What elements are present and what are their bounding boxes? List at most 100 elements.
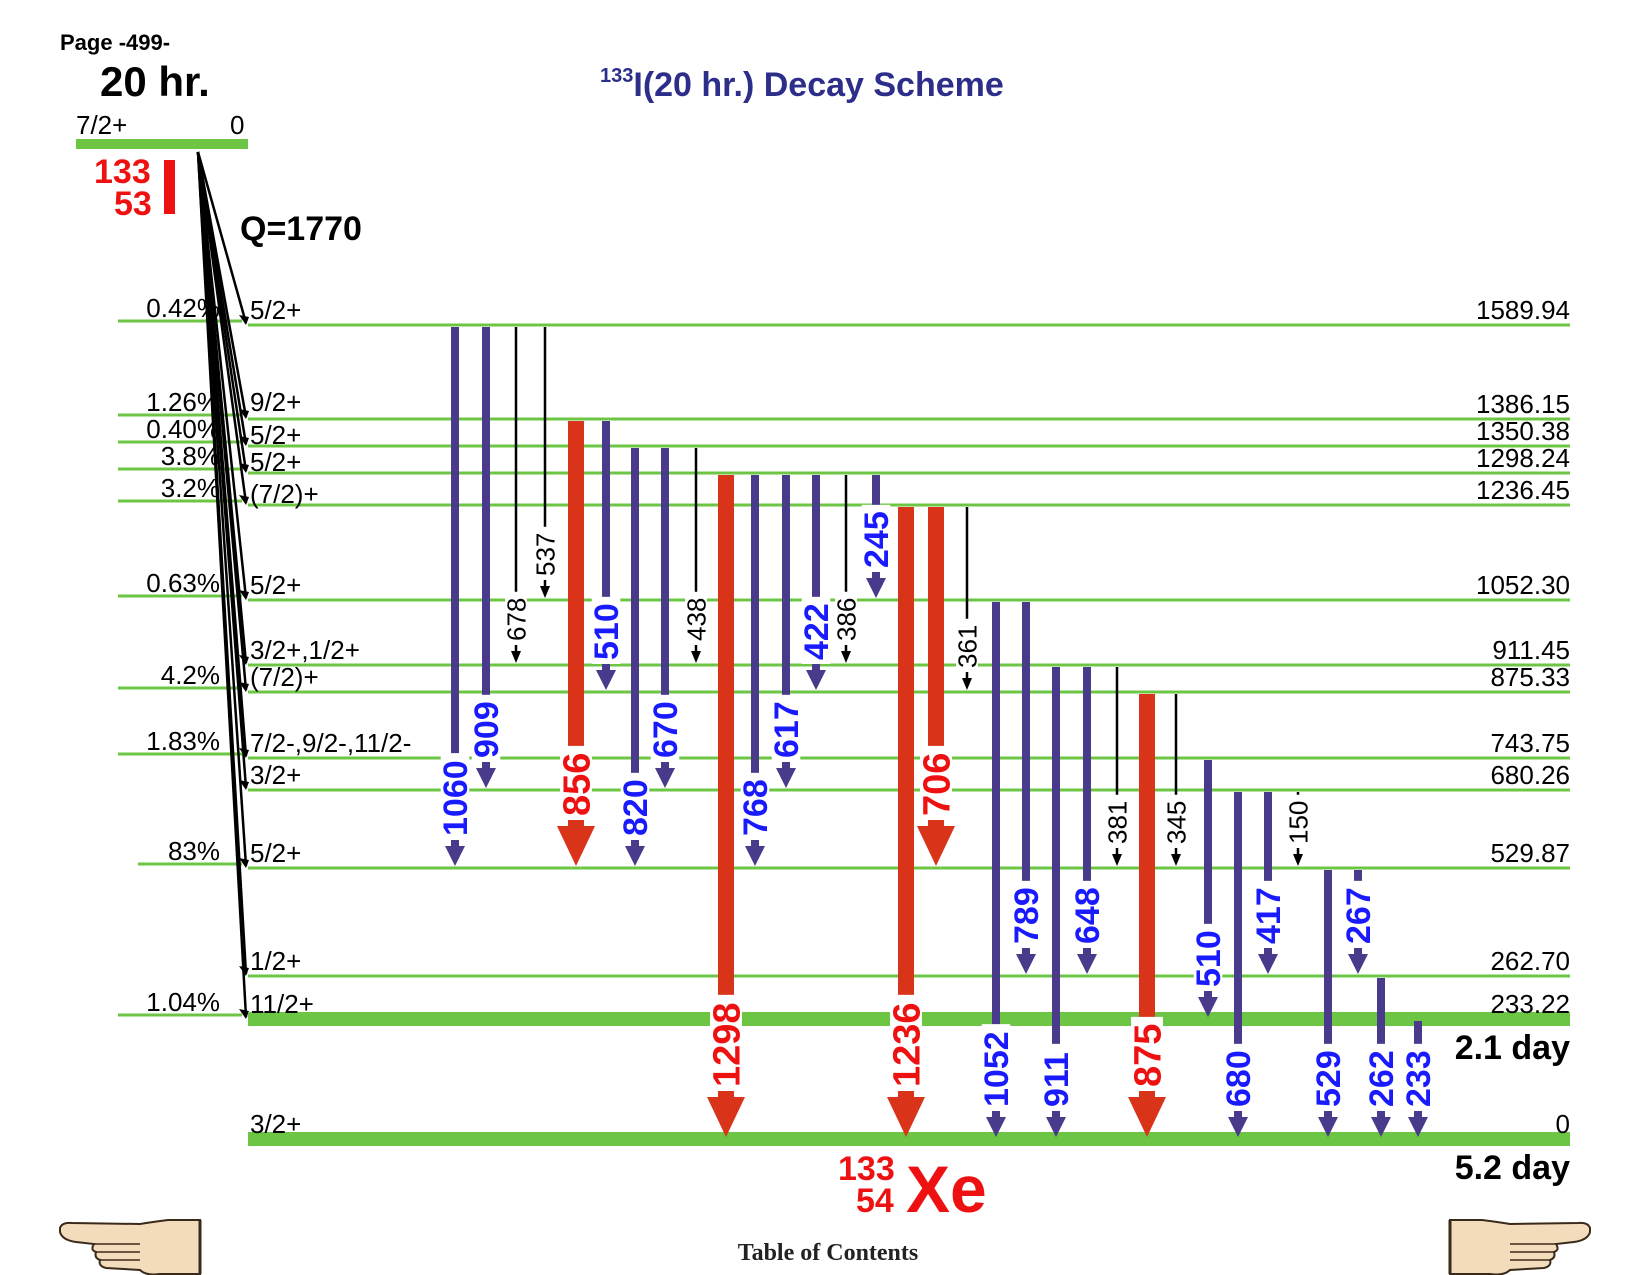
- gamma-transition: 789: [1008, 602, 1046, 974]
- gamma-transition: 820: [617, 448, 655, 866]
- level-halflife: 5.2 day: [1455, 1149, 1570, 1187]
- gamma-label-background: [440, 753, 470, 840]
- gamma-arrow-shaft: [482, 327, 490, 768]
- level-spin: 5/2+: [250, 447, 301, 477]
- level-energy: 1298.24: [1476, 443, 1570, 473]
- gamma-energy-label: 856: [557, 753, 599, 816]
- gamma-transition: 345: [1161, 694, 1191, 866]
- level-energy: 911.45: [1492, 635, 1570, 665]
- level-energy: 262.70: [1490, 946, 1570, 976]
- gamma-label-background: [1193, 923, 1223, 991]
- gamma-arrow-shaft: [782, 475, 790, 768]
- daughter-mass-number: 133: [838, 1150, 895, 1188]
- level-energy: 1350.38: [1476, 416, 1570, 446]
- gamma-arrowhead: [557, 826, 595, 866]
- level-spin: (7/2)+: [250, 479, 319, 509]
- gamma-arrow-shaft: [992, 602, 1000, 1117]
- gamma-energy-label: 670: [647, 701, 685, 758]
- gamma-energy-label: 510: [588, 603, 626, 660]
- gamma-transition: 510: [1190, 760, 1228, 1017]
- gamma-transition: 1060: [437, 327, 475, 866]
- gamma-energy-label: 510: [1190, 930, 1228, 987]
- gamma-arrowhead: [1371, 1117, 1391, 1137]
- gamma-energy-label: 617: [768, 701, 806, 758]
- parent-spin: 7/2+: [76, 110, 127, 140]
- beta-branch-line: [196, 151, 248, 1018]
- beta-branch-intensity: 3.2%: [161, 473, 220, 503]
- gamma-arrowhead: [1293, 854, 1303, 866]
- gamma-arrow-shaft: [1204, 760, 1212, 997]
- gamma-label-background: [1072, 880, 1102, 948]
- gamma-arrowhead: [841, 651, 851, 663]
- gamma-transition: 150: [1283, 792, 1313, 866]
- gamma-transition: 262: [1363, 978, 1401, 1137]
- gamma-arrow-shaft: [1083, 667, 1091, 954]
- beta-branch-intensity: 3.8%: [161, 441, 220, 471]
- level-spin: 3/2+: [250, 1109, 301, 1139]
- pointing-hand-right-icon[interactable]: [1448, 1219, 1591, 1275]
- gamma-energy-label: 680: [1220, 1050, 1258, 1107]
- gamma-label-background: [801, 596, 831, 664]
- gamma-transition: 233: [1400, 1021, 1438, 1137]
- pointing-hand-left-icon[interactable]: [59, 1219, 202, 1275]
- gamma-arrow-shaft: [718, 475, 734, 1097]
- parent-element-symbol: [164, 160, 175, 214]
- gamma-arrowhead: [1171, 854, 1181, 866]
- gamma-energy-label: 1060: [437, 760, 475, 836]
- beta-branch-arrowhead: [239, 590, 249, 600]
- level-spin: 5/2+: [250, 570, 301, 600]
- level-spin: 3/2+: [250, 760, 301, 790]
- table-of-contents-link[interactable]: Table of Contents: [738, 1240, 918, 1266]
- gamma-label-background: [1287, 794, 1309, 848]
- gamma-transition: 911: [1038, 667, 1076, 1137]
- gamma-arrowhead: [476, 768, 496, 788]
- gamma-arrowhead: [1318, 1117, 1338, 1137]
- level-spin: 3/2+,1/2+: [250, 635, 360, 665]
- gamma-arrow-shaft: [694, 448, 698, 651]
- gamma-label-background: [710, 994, 742, 1091]
- gamma-arrowhead: [806, 670, 826, 690]
- gamma-energy-label: 911: [1038, 1052, 1076, 1107]
- gamma-energy-label: 648: [1069, 887, 1107, 944]
- gamma-energy-label: 706: [917, 753, 959, 816]
- gamma-label-background: [835, 591, 857, 645]
- beta-branch-intensity: 0.40%: [146, 414, 220, 444]
- gamma-arrowhead: [445, 846, 465, 866]
- gamma-arrow-shaft: [1052, 667, 1060, 1117]
- gamma-energy-label: 820: [617, 779, 655, 836]
- beta-branch-intensity: 1.26%: [146, 387, 220, 417]
- parent-atomic-number: 53: [114, 185, 152, 223]
- gamma-label-background: [1253, 880, 1283, 948]
- gamma-arrowhead: [745, 846, 765, 866]
- beta-branch-line: [196, 151, 248, 324]
- gamma-label-background: [920, 745, 952, 820]
- level-spin: 1/2+: [250, 946, 301, 976]
- beta-branch-arrowhead: [239, 495, 249, 505]
- gamma-arrowhead: [1198, 997, 1218, 1017]
- gamma-transition: 422: [798, 475, 836, 690]
- level-spin: 5/2+: [250, 420, 301, 450]
- gamma-label-background: [685, 591, 707, 645]
- gamma-label-background: [1403, 1043, 1433, 1111]
- parent-halflife: 20 hr.: [100, 58, 210, 105]
- levels: 5/2+ 1589.94 9/2+ 1386.15 5/2+ 1350.38 5/2+ 129…: [248, 295, 1570, 1187]
- gamma-energy-label: 150: [1283, 801, 1313, 844]
- gamma-arrowhead: [776, 768, 796, 788]
- gamma-arrow-shaft: [602, 421, 610, 670]
- gamma-label-background: [1131, 1016, 1163, 1091]
- gamma-label-background: [505, 591, 527, 645]
- gamma-transition: 438: [681, 448, 711, 663]
- gamma-label-background: [650, 694, 680, 762]
- gamma-energy-label: 909: [468, 701, 506, 758]
- beta-branch-intensity: 1.04%: [146, 987, 220, 1017]
- gamma-energy-label: 537: [530, 533, 560, 576]
- gamma-arrowhead: [1228, 1117, 1248, 1137]
- gamma-transition: 417: [1250, 792, 1288, 974]
- beta-branch-intensity: 83%: [168, 836, 220, 866]
- gamma-arrow-shaft: [1264, 792, 1272, 954]
- gamma-arrowhead: [691, 651, 701, 663]
- gamma-transition: 706: [917, 507, 959, 866]
- beta-branch-arrowhead: [239, 315, 249, 325]
